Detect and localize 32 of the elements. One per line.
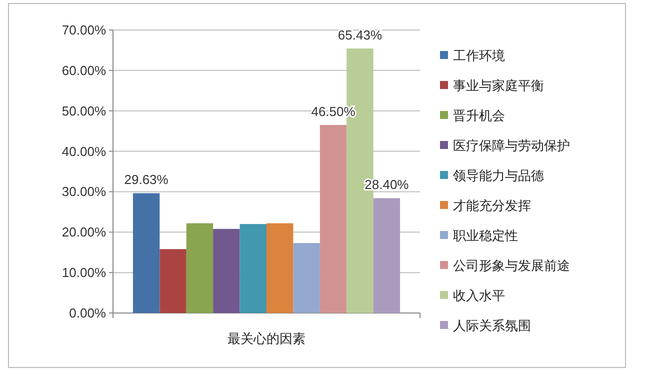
bar [160, 249, 186, 313]
bar [293, 243, 320, 313]
legend-label: 晋升机会 [453, 108, 505, 123]
bar [186, 223, 214, 313]
y-tick-label: 60.00% [62, 62, 106, 78]
x-tick-label: 最关心的因素 [228, 331, 306, 346]
bar [266, 223, 294, 313]
legend-label: 才能充分发挥 [453, 198, 531, 213]
legend-label: 工作环境 [453, 48, 505, 63]
y-tick-label: 10.00% [62, 265, 106, 280]
y-tick-label: 30.00% [62, 184, 106, 200]
data-label: 29.63% [124, 172, 169, 188]
bar [373, 198, 400, 313]
legend-label: 职业稳定性 [453, 228, 518, 243]
data-label: 28.40% [364, 177, 410, 192]
data-label: 65.43% [338, 27, 382, 42]
bar [132, 193, 160, 313]
legend-label: 领导能力与品德 [453, 168, 544, 183]
legend-label: 收入水平 [453, 288, 505, 303]
data-label: 46.50% [311, 104, 356, 120]
y-tick-label: 20.00% [62, 224, 106, 240]
legend-label: 公司形象与发展前途 [453, 258, 570, 273]
y-tick-label: 70.00% [62, 22, 106, 38]
bar [320, 125, 347, 313]
legend-label: 医疗保障与劳动保护 [453, 138, 570, 153]
legend-label: 人际关系氛围 [453, 318, 531, 333]
legend-label: 事业与家庭平衡 [453, 78, 544, 93]
y-tick-label: 40.00% [62, 144, 106, 159]
bar [240, 224, 266, 313]
y-tick-label: 0.00% [69, 306, 106, 320]
bar [213, 228, 240, 313]
y-tick-label: 50.00% [62, 103, 106, 118]
